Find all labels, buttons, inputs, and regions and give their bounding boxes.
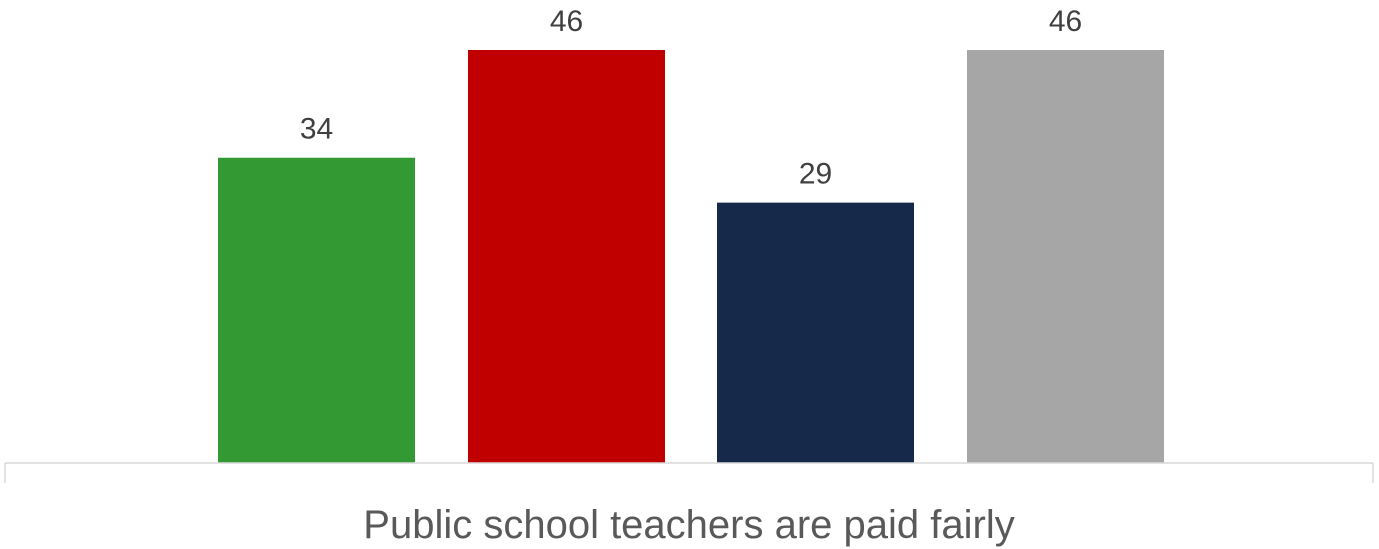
category-label: Public school teachers are paid fairly bbox=[363, 503, 1014, 547]
data-label-2: 46 bbox=[550, 5, 583, 38]
bar-1 bbox=[218, 157, 415, 463]
bar-2 bbox=[468, 50, 665, 463]
bar-3 bbox=[717, 202, 914, 463]
bar-4 bbox=[967, 50, 1164, 463]
x-axis bbox=[4, 462, 1374, 483]
data-labels-group: 34 46 29 46 bbox=[300, 5, 1082, 191]
data-label-3: 29 bbox=[799, 158, 832, 191]
data-label-1: 34 bbox=[300, 113, 333, 146]
data-label-4: 46 bbox=[1049, 5, 1082, 38]
bars-group bbox=[218, 50, 1164, 463]
